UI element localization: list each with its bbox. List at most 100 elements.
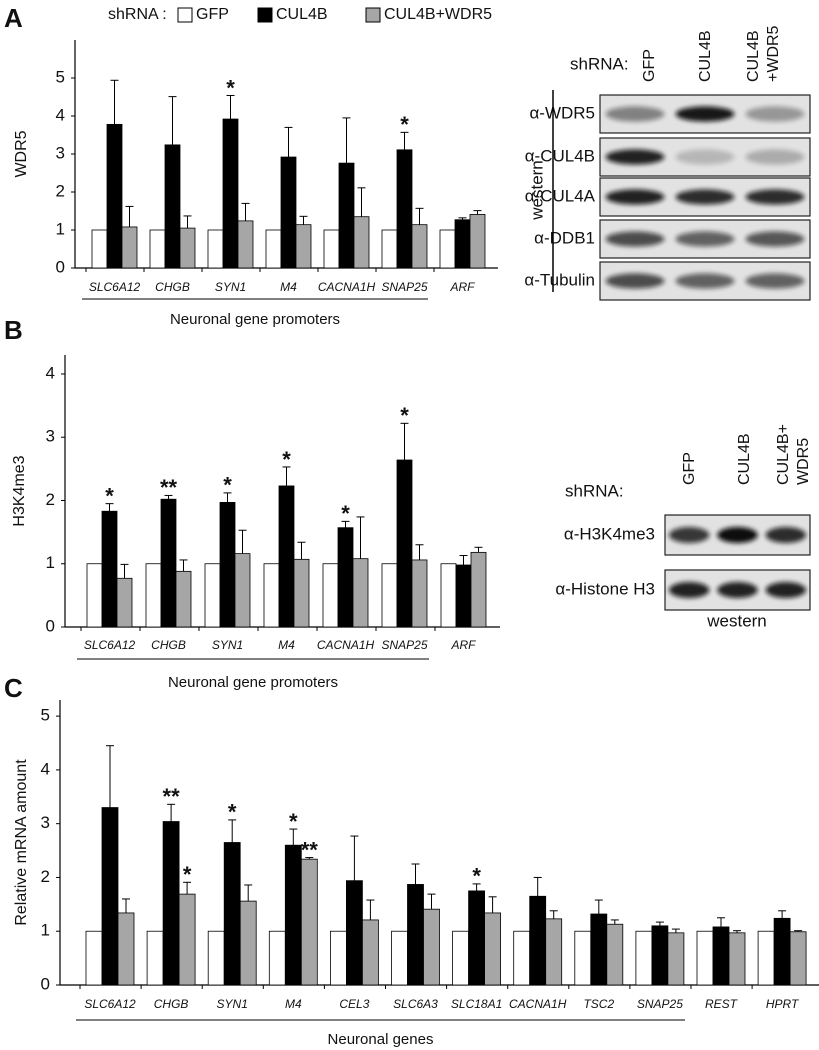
panel-label: A (4, 3, 23, 33)
x-tick-label: SLC6A12 (89, 280, 141, 294)
bar (667, 932, 685, 986)
legend-label: CUL4B (276, 6, 328, 23)
legend-label: GFP (196, 6, 229, 23)
y-tick-label: 3 (56, 143, 65, 162)
bar (381, 229, 398, 269)
x-tick-label: CHGB (151, 638, 186, 652)
bar (222, 118, 239, 269)
lane-label: CUL4B+ (775, 424, 792, 485)
bar (353, 216, 370, 269)
x-tick-label: CHGB (155, 280, 190, 294)
y-tick-label: 5 (41, 706, 50, 725)
bar (164, 144, 181, 269)
y-tick-label: 4 (41, 759, 50, 778)
bar (411, 224, 428, 269)
bar (106, 123, 123, 269)
group-label: Neuronal genes (328, 1031, 434, 1048)
x-tick-label: SYN1 (212, 638, 243, 652)
bar (470, 551, 487, 628)
bar (178, 893, 196, 986)
blot-band (745, 149, 805, 165)
bar (162, 821, 180, 986)
blot-header: shRNA: (565, 481, 624, 500)
lane-label: GFP (681, 452, 698, 485)
bar (484, 912, 502, 986)
significance: * (105, 483, 114, 508)
bar (452, 930, 470, 986)
y-axis-label: Relative mRNA amount (13, 759, 30, 926)
bar (391, 930, 408, 986)
significance: * (228, 800, 237, 825)
blot-band (605, 106, 665, 122)
blot-band (675, 106, 735, 122)
significance: * (472, 864, 481, 889)
x-tick-label: SLC6A12 (84, 638, 136, 652)
blot-side-label: western (527, 160, 546, 221)
legend-title: shRNA : (108, 6, 167, 23)
blot-band (605, 273, 665, 289)
bar (329, 930, 347, 986)
blot-band (668, 527, 710, 543)
blot-row-label: α-CUL4A (525, 186, 596, 205)
lane-label: +WDR5 (765, 25, 782, 82)
legend-label: CUL4B+WDR5 (384, 6, 492, 23)
bar (91, 229, 108, 269)
bar (651, 925, 669, 986)
legend-swatch (365, 7, 381, 23)
bar (455, 564, 472, 628)
blot-band (605, 189, 665, 205)
bar (179, 227, 196, 269)
x-tick-label: TSC2 (583, 997, 614, 1011)
panel-label: C (4, 673, 23, 703)
blot-band (675, 189, 735, 205)
legend-swatch (257, 7, 273, 23)
bar (223, 842, 241, 986)
bar (121, 226, 138, 269)
y-tick-label: 0 (41, 974, 50, 993)
bar (757, 930, 775, 986)
bar (381, 563, 398, 628)
bar (265, 229, 282, 269)
bar (300, 858, 318, 986)
significance: * (223, 473, 232, 498)
x-tick-label: HPRT (766, 997, 800, 1011)
lane-label: CUL4B (745, 30, 762, 82)
x-tick-label: SYN1 (215, 280, 246, 294)
x-tick-label: CACNA1H (509, 997, 567, 1011)
blot-band (605, 231, 665, 247)
bar (338, 162, 355, 269)
bar (116, 577, 133, 628)
significance: ** (301, 837, 319, 862)
blot-band (745, 231, 805, 247)
bar (696, 930, 714, 986)
lane-label: GFP (641, 49, 658, 82)
x-tick-label: M4 (280, 280, 297, 294)
x-tick-label: M4 (285, 997, 302, 1011)
bar (728, 932, 746, 986)
x-tick-label: ARF (450, 280, 476, 294)
bar (440, 563, 457, 628)
x-tick-label: SNAP25 (381, 280, 427, 294)
bar (345, 880, 363, 986)
bar (146, 930, 164, 986)
bar (237, 220, 254, 269)
legend-swatch (177, 7, 193, 23)
bar (789, 931, 807, 986)
bar (396, 459, 413, 628)
y-tick-label: 0 (56, 257, 65, 276)
x-tick-label: CEL3 (339, 997, 369, 1011)
blot-band (717, 527, 758, 543)
bar (513, 930, 531, 986)
bar (278, 485, 295, 628)
y-tick-label: 4 (56, 105, 65, 124)
blot-band (765, 527, 807, 543)
blot-band (745, 106, 805, 122)
bar (396, 149, 413, 269)
bar (280, 156, 297, 269)
blot-row-label: α-Histone H3 (555, 579, 655, 598)
blot-row-label: α-Tubulin (524, 270, 595, 289)
blot-band (675, 231, 735, 247)
y-tick-label: 5 (56, 67, 65, 86)
significance: * (282, 447, 291, 472)
